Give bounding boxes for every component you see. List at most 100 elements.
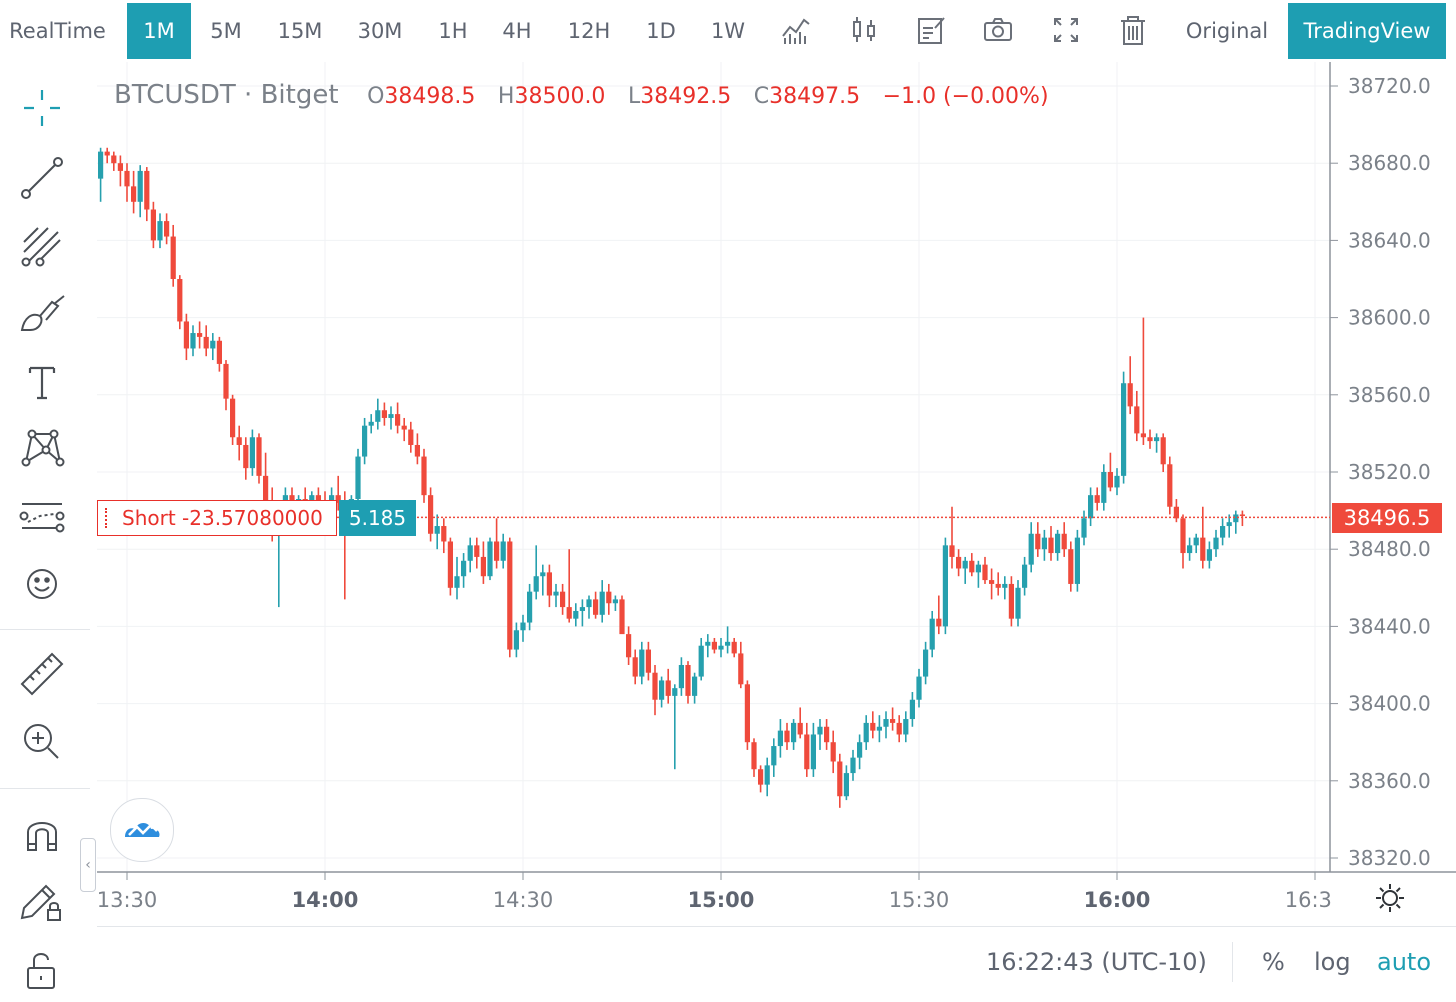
text-icon[interactable] — [14, 354, 70, 410]
timeframe-1h[interactable]: 1H — [438, 19, 468, 43]
edit-icon[interactable] — [913, 12, 949, 48]
gear-icon[interactable] — [1372, 880, 1408, 916]
candle — [527, 583, 533, 631]
timeframe-12h[interactable]: 12H — [567, 19, 611, 43]
brush-icon[interactable] — [14, 286, 70, 342]
timeframe-1w[interactable]: 1W — [710, 19, 746, 43]
candle — [117, 155, 123, 187]
candle-body — [494, 541, 500, 561]
candle-body — [388, 414, 394, 418]
position-quantity[interactable]: 5.185 — [339, 500, 416, 536]
candle — [216, 336, 222, 372]
candle — [177, 275, 183, 330]
trash-icon[interactable] — [1115, 12, 1151, 48]
pattern-icon[interactable] — [14, 420, 70, 476]
auto-scale-button[interactable]: auto — [1377, 948, 1432, 976]
candle — [104, 147, 110, 164]
candle — [725, 626, 731, 654]
candle-body — [421, 456, 427, 496]
chart-legend: BTCUSDT · Bitget O38498.5 H38500.0 L3849… — [114, 80, 1049, 110]
candle-body — [1140, 433, 1146, 438]
lock-draw-icon[interactable] — [14, 874, 70, 930]
position-text: Short -23.57080000 — [122, 506, 323, 530]
ruler-icon[interactable] — [14, 646, 70, 702]
candle — [896, 715, 902, 743]
collapse-toolbar-button[interactable]: ‹ — [80, 838, 96, 892]
candle-body — [593, 599, 599, 615]
candle — [1035, 522, 1041, 557]
candle — [1002, 576, 1008, 600]
candle-body — [870, 722, 876, 731]
candle-body — [164, 221, 170, 237]
unlock-icon[interactable] — [14, 942, 70, 998]
candle — [758, 765, 764, 793]
fullscreen-icon[interactable] — [1048, 12, 1084, 48]
candle — [170, 224, 176, 287]
candle — [1022, 556, 1028, 596]
forecast-icon[interactable] — [14, 488, 70, 544]
tradingview-view-button[interactable]: TradingView — [1288, 3, 1446, 59]
trend-line-icon[interactable] — [14, 150, 70, 206]
zoom-in-icon[interactable] — [14, 712, 70, 768]
candle — [1114, 468, 1120, 496]
candle — [249, 429, 255, 476]
drag-handle-icon[interactable] — [105, 508, 109, 528]
candles — [98, 147, 1245, 808]
candle-body — [362, 425, 368, 457]
timeframe-4h[interactable]: 4H — [502, 19, 532, 43]
candle-body — [890, 719, 896, 723]
time-tick-label: 15:00 — [688, 888, 755, 912]
candle-body — [157, 221, 163, 241]
magnet-icon[interactable] — [14, 806, 70, 862]
indicators-icon[interactable] — [778, 12, 814, 48]
candle — [857, 734, 863, 770]
fib-icon[interactable] — [14, 218, 70, 274]
candle — [243, 437, 249, 480]
candle — [362, 417, 368, 465]
candle-body — [962, 560, 968, 569]
original-view-button[interactable]: Original — [1185, 19, 1269, 43]
tradingview-logo-icon[interactable] — [110, 798, 174, 862]
emoji-icon[interactable] — [14, 556, 70, 612]
symbol-label[interactable]: BTCUSDT · Bitget — [114, 80, 339, 110]
candle — [797, 707, 803, 739]
log-scale-button[interactable]: log — [1314, 948, 1351, 976]
timeframe-realtime[interactable]: RealTime — [9, 19, 106, 43]
timeframe-1m[interactable]: 1M — [127, 3, 191, 59]
time-tick-label: 14:00 — [292, 888, 359, 912]
timeframe-1d[interactable]: 1D — [646, 19, 676, 43]
candle-body — [652, 672, 658, 700]
candle-body — [942, 545, 948, 627]
candle — [606, 583, 612, 615]
time-zone-clock[interactable]: 16:22:43 (UTC-10) — [986, 948, 1207, 976]
candle — [144, 167, 150, 222]
price-tick-label: 38360.0 — [1348, 769, 1431, 793]
low-value: 38492.5 — [640, 84, 732, 109]
timeframe-30m[interactable]: 30M — [357, 19, 403, 43]
candle — [903, 711, 909, 743]
candle-body — [467, 545, 473, 561]
crosshair-icon[interactable] — [14, 80, 70, 136]
candle-body — [698, 645, 704, 677]
candle — [791, 719, 797, 750]
camera-icon[interactable] — [980, 12, 1016, 48]
candle-body — [626, 634, 632, 658]
candle-body — [1015, 587, 1021, 619]
timeframe-5m[interactable]: 5M — [210, 19, 242, 43]
candle-body — [447, 541, 453, 588]
percent-scale-button[interactable]: % — [1262, 948, 1285, 976]
position-label[interactable]: Short -23.57080000 — [97, 500, 337, 536]
candle-body — [381, 410, 387, 418]
candle-body — [784, 730, 790, 743]
candle — [414, 433, 420, 465]
candle-body — [758, 769, 764, 785]
price-tick-label: 38560.0 — [1348, 383, 1431, 407]
chart-type-icon[interactable] — [846, 12, 882, 48]
timeframe-15m[interactable]: 15M — [277, 19, 323, 43]
candle — [995, 572, 1001, 596]
candle — [883, 711, 889, 739]
candle-body — [236, 437, 242, 445]
candle — [593, 591, 599, 619]
candle-body — [441, 526, 447, 542]
